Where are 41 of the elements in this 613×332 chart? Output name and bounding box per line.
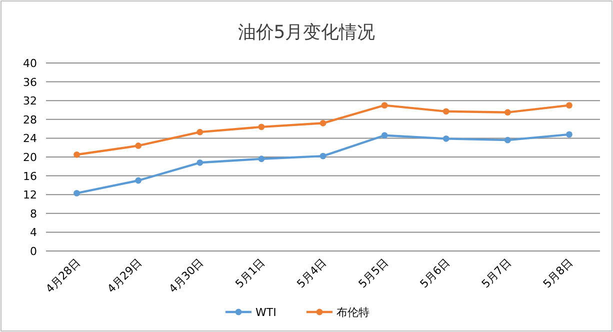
point (258, 124, 265, 130)
y-tick-label: 36 (23, 76, 37, 89)
point (74, 190, 80, 196)
y-tick-label: 12 (23, 188, 37, 202)
point (566, 102, 572, 108)
y-tick-label: 8 (30, 207, 37, 220)
x-tick-label: 4月29日 (104, 256, 144, 296)
point (320, 120, 326, 126)
y-tick-label: 24 (23, 132, 37, 146)
x-tick-label: 5月1日 (232, 256, 268, 291)
point (504, 109, 511, 116)
y-tick-label: 32 (23, 94, 37, 108)
point (381, 102, 388, 108)
point (135, 177, 142, 184)
y-tick-label: 0 (30, 245, 37, 258)
x-tick-label: 4月28日 (43, 256, 83, 296)
point (135, 142, 142, 149)
x-tick-label: 5月4日 (294, 256, 330, 291)
point (74, 151, 80, 158)
y-tick-label: 16 (23, 170, 37, 183)
point (566, 131, 572, 138)
chart-title: 油价5月变化情况 (238, 22, 376, 43)
x-tick-label: 5月5日 (356, 256, 391, 291)
point (442, 135, 450, 142)
point (196, 159, 204, 166)
x-tick-label: 5月8日 (540, 256, 576, 291)
point (196, 128, 204, 136)
x-tick-label: 5月6日 (418, 256, 452, 291)
point (258, 156, 265, 162)
legend-label: WTI (256, 306, 276, 319)
x-tick-label: 4月30日 (166, 256, 206, 296)
point (442, 108, 450, 115)
point (381, 132, 388, 139)
y-tick-label: 28 (23, 113, 37, 126)
legend-label: 布伦特 (336, 306, 370, 319)
x-tick-label: 5月7日 (479, 256, 514, 291)
y-tick-label: 40 (23, 57, 37, 70)
point (504, 136, 511, 144)
y-tick-label: 20 (23, 151, 37, 164)
y-tick-label: 4 (30, 226, 37, 240)
point (320, 152, 326, 160)
